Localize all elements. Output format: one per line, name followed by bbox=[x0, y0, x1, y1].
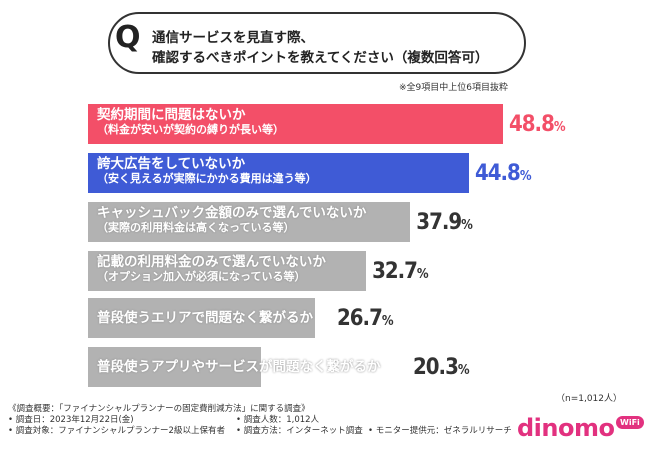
bar-label-3: キャッシュバック金額のみで選んでいないか （実際の利用料金は高くなっている等） bbox=[97, 205, 366, 234]
category-label: 記載の利用料金のみで選んでいないか bbox=[97, 254, 326, 270]
value-label-1: 48.8% bbox=[509, 112, 566, 137]
bar-6 bbox=[88, 347, 261, 387]
survey-footer: 《調査概要：「ファイナンシャルプランナーの固定費削減方法」に関する調査》 • 調… bbox=[8, 404, 512, 437]
survey-count: • 調査人数：1,012人 bbox=[236, 415, 320, 425]
bar-1 bbox=[88, 104, 503, 144]
bar-4 bbox=[88, 251, 367, 291]
bar-5 bbox=[88, 298, 316, 338]
category-label: 誇大広告をしていないか bbox=[97, 156, 246, 172]
survey-date: • 調査日：2023年12月22日(金) bbox=[8, 415, 134, 425]
category-sublabel: （実際の利用料金は高くなっている等） bbox=[97, 221, 295, 235]
bar-label-5: 普段使うエリアで問題なく繋がるか bbox=[97, 310, 313, 326]
survey-target: • 調査対象：ファイナンシャルプランナー2級以上保有者 bbox=[8, 426, 225, 436]
value-unit: % bbox=[416, 267, 429, 282]
survey-overview: 《調査概要：「ファイナンシャルプランナーの固定費削減方法」に関する調査》 bbox=[8, 404, 310, 414]
category-sublabel: （料金が安いが契約の縛りが長い等） bbox=[97, 123, 284, 137]
category-label: キャッシュバック金額のみで選んでいないか bbox=[97, 205, 367, 221]
category-sublabel: （オプション加入が必須になっている等） bbox=[97, 270, 306, 284]
wifi-badge: WiFi bbox=[616, 416, 644, 429]
value-label-6: 20.3% bbox=[413, 355, 470, 380]
value-number: 26.7 bbox=[337, 306, 383, 331]
dinomo-logo: dinomo bbox=[517, 414, 615, 442]
bar-label-6: 普段使うアプリやサービスが問題なく繋がるか bbox=[97, 359, 381, 375]
bar-3 bbox=[88, 202, 411, 242]
survey-provider: • モニター提供元：ゼネラルリサーチ bbox=[368, 426, 512, 436]
value-label-2: 44.8% bbox=[475, 161, 532, 186]
category-label: 普段使うエリアで問題なく繋がるか bbox=[97, 310, 313, 326]
value-unit: % bbox=[381, 314, 394, 329]
survey-method: • 調査方法：インターネット調査 bbox=[236, 426, 363, 436]
value-label-3: 37.9% bbox=[416, 210, 473, 235]
question-line-1: 通信サービスを見直す際、 bbox=[152, 30, 314, 46]
bar-2 bbox=[88, 153, 469, 193]
value-number: 44.8 bbox=[474, 161, 521, 186]
value-unit: % bbox=[461, 218, 473, 233]
sample-size-note: （n=1,012人） bbox=[555, 394, 622, 404]
bar-label-4: 記載の利用料金のみで選んでいないか （オプション加入が必須になっている等） bbox=[97, 254, 326, 283]
value-unit: % bbox=[553, 120, 566, 135]
question-note: ※全9項目中上位6項目抜粋 bbox=[399, 83, 508, 93]
bar-label-1: 契約期間に問題はないか （料金が安いが契約の縛りが長い等） bbox=[97, 107, 284, 136]
value-number: 48.8 bbox=[509, 112, 555, 137]
category-sublabel: （安く見えるが実際にかかる費用は違う等） bbox=[97, 172, 317, 186]
value-unit: % bbox=[457, 363, 470, 378]
question-line-2: 確認するべきポイントを教えてください（複数回答可） bbox=[152, 50, 489, 66]
value-number: 37.9 bbox=[416, 210, 462, 235]
question-mark: Q bbox=[115, 20, 141, 55]
value-label-4: 32.7% bbox=[372, 259, 429, 284]
category-label: 普段使うアプリやサービスが問題なく繋がるか bbox=[97, 359, 381, 375]
value-unit: % bbox=[519, 169, 532, 184]
value-number: 32.7 bbox=[372, 259, 418, 284]
bar-label-2: 誇大広告をしていないか （安く見えるが実際にかかる費用は違う等） bbox=[97, 156, 317, 185]
question-box bbox=[108, 12, 526, 74]
category-label: 契約期間に問題はないか bbox=[97, 107, 246, 123]
value-number: 20.3 bbox=[413, 355, 459, 380]
value-label-5: 26.7% bbox=[337, 306, 394, 331]
